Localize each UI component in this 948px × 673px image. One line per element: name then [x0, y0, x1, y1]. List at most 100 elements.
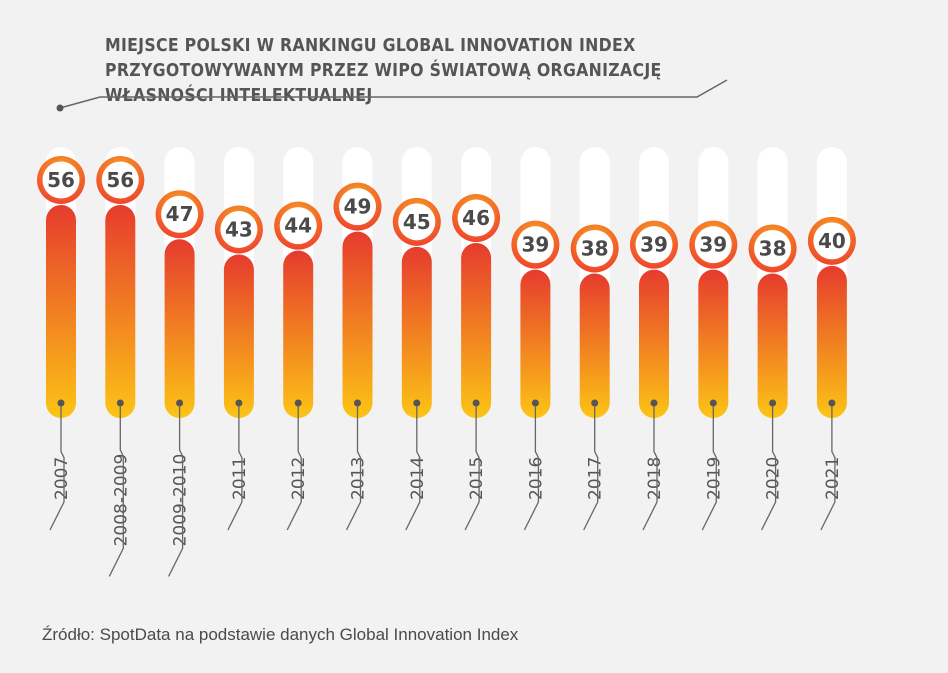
bar-base-dot [531, 399, 539, 407]
value-label: 40 [818, 229, 846, 253]
x-tick-label: 2019 [704, 457, 724, 500]
bar [639, 269, 669, 418]
source-note: Źródło: SpotData na podstawie danych Glo… [42, 625, 519, 644]
value-badge [220, 210, 258, 248]
bar-group: 40 2021 [807, 147, 856, 531]
leader-line [345, 406, 362, 531]
x-tick-label: 2007 [52, 457, 72, 500]
bar [401, 246, 432, 418]
value-label: 43 [225, 217, 253, 241]
bar-base-dot [413, 399, 421, 407]
bar-base-dot [769, 399, 777, 407]
value-label: 39 [699, 233, 727, 257]
bar-base-dot [709, 399, 717, 407]
value-label: 47 [166, 202, 194, 226]
bar [757, 273, 788, 418]
leader-line [168, 406, 184, 577]
bar-base-dot [472, 399, 480, 407]
bar-base-dot [294, 399, 302, 407]
bar [164, 239, 195, 418]
x-tick-label: 2017 [586, 457, 606, 500]
value-badge [161, 195, 199, 233]
value-badge [339, 188, 376, 226]
leader-line [108, 406, 124, 577]
value-label: 45 [403, 210, 431, 234]
value-label: 56 [47, 168, 75, 192]
x-tick-label: 2011 [230, 457, 250, 500]
value-badge [635, 226, 673, 264]
chart-title: MIEJSCE POLSKI W RANKINGU GLOBAL INNOVAT… [105, 36, 662, 106]
bar-group: 47 2009-2010 [155, 147, 204, 577]
leader-line [820, 406, 836, 531]
bar [816, 265, 847, 418]
bar [105, 205, 136, 418]
value-label: 38 [581, 236, 609, 260]
leader-line [761, 406, 777, 531]
bar [520, 269, 551, 418]
value-badge [576, 229, 614, 267]
bars-layer: 56 2007 56 2008-2009 47 2009-2010 43 2011 44 2012… [37, 147, 856, 577]
x-tick-label: 2021 [823, 457, 843, 500]
bar-base-dot [235, 399, 243, 407]
leader-line [642, 406, 658, 531]
bar-group: 45 2014 [392, 147, 441, 531]
bar-group: 43 2011 [214, 147, 263, 531]
leader-line [286, 406, 302, 531]
bar [342, 231, 373, 418]
value-label: 56 [106, 168, 134, 192]
x-tick-label: 2020 [764, 457, 784, 500]
x-tick-label: 2014 [408, 457, 428, 500]
leader-line [523, 406, 540, 531]
x-tick-label: 2018 [645, 457, 665, 500]
bar-group: 56 2008-2009 [96, 147, 145, 577]
bar-group: 39 2019 [689, 147, 738, 531]
value-badge [516, 226, 554, 264]
title-underline [59, 79, 728, 109]
value-label: 39 [640, 233, 668, 257]
bar [283, 250, 314, 418]
bar-base-dot [57, 399, 65, 407]
value-label: 49 [344, 195, 372, 219]
x-tick-label: 2012 [289, 457, 309, 500]
bar-group: 44 2012 [274, 147, 323, 531]
value-badge [398, 203, 436, 241]
bar-base-dot [828, 399, 836, 407]
bar-group: 38 2017 [570, 147, 619, 531]
bar-group: 38 2020 [748, 147, 797, 531]
bar-group: 39 2018 [630, 147, 678, 531]
bar [223, 254, 254, 418]
value-label: 46 [462, 206, 490, 230]
x-tick-label: 2015 [467, 457, 487, 500]
bar-base-dot [591, 399, 599, 407]
bar [698, 269, 729, 418]
bar-group: 46 2015 [452, 147, 501, 531]
x-tick-label: 2009-2010 [171, 454, 191, 547]
value-label: 39 [521, 233, 549, 257]
bar-base-dot [354, 399, 361, 407]
bar-base-dot [650, 399, 658, 407]
leader-line [227, 406, 243, 531]
bar [461, 243, 492, 418]
leader-line [583, 406, 599, 531]
leader-line [405, 406, 421, 531]
leader-line [49, 406, 65, 531]
value-label: 44 [284, 214, 312, 238]
bar [579, 273, 610, 418]
value-badge [694, 226, 732, 264]
value-badge [754, 229, 792, 267]
bar [46, 205, 76, 418]
leader-line [464, 406, 480, 531]
title-underline-dot [56, 104, 64, 112]
x-tick-label: 2016 [526, 457, 546, 500]
bar-base-dot [116, 399, 124, 407]
value-badge [813, 222, 851, 260]
bar-group: 56 2007 [37, 147, 85, 531]
value-badge [279, 207, 317, 245]
value-label: 38 [759, 236, 787, 260]
bar-group: 49 2013 [333, 147, 382, 531]
value-badge [457, 199, 495, 237]
bar-base-dot [176, 399, 184, 407]
value-badge [101, 161, 139, 199]
x-tick-label: 2008-2009 [111, 454, 131, 547]
